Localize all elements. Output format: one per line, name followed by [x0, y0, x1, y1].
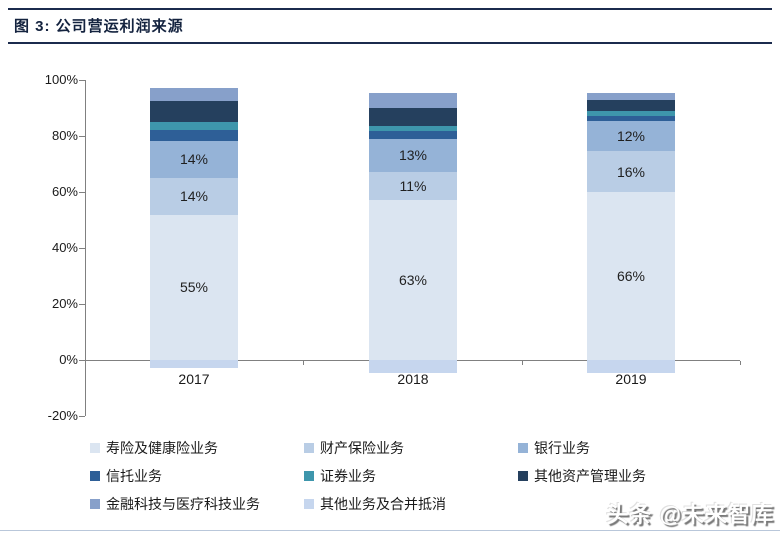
legend-label: 寿险及健康险业务: [106, 440, 218, 456]
bottom-rule: [0, 530, 780, 531]
legend-item-s2: 银行业务: [518, 438, 710, 458]
stacked-bar-chart: 100% 80% 60% 40% 20% 0% -20% 55% 14% 14% 2017 63% 11…: [44, 72, 741, 423]
legend-item-s1: 财产保险业务: [304, 438, 518, 458]
legend-item-s3: 信托业务: [90, 466, 304, 486]
bar-segment-2017-s0: [150, 214, 238, 360]
x-axis-category-label: 2019: [615, 371, 647, 387]
bar-segment-2018-s2: [369, 138, 457, 172]
legend-item-s0: 寿险及健康险业务: [90, 438, 304, 458]
bar-segment-2017-s5: [150, 101, 238, 123]
y-axis-tick: [79, 136, 85, 137]
y-axis-tick: [79, 304, 85, 305]
legend-swatch: [518, 471, 528, 481]
legend-label: 银行业务: [534, 440, 590, 456]
bar-segment-2019-s2: [587, 120, 675, 152]
bar-segment-2019-s4: [587, 110, 675, 116]
y-axis-line: [85, 80, 86, 416]
legend-label: 证券业务: [320, 468, 376, 484]
y-axis-tick: [79, 416, 85, 417]
figure-title: 图 3: 公司营运利润来源: [14, 18, 184, 35]
legend-label: 金融科技与医疗科技业务: [106, 496, 260, 512]
bar-segment-2017-s1: [150, 177, 238, 215]
bar-segment-2018-s0: [369, 199, 457, 360]
bar-data-label: 13%: [398, 147, 428, 164]
y-axis-tick-label: 100%: [44, 72, 78, 87]
y-axis-tick: [79, 248, 85, 249]
y-axis-tick-label: 80%: [51, 128, 78, 143]
bar-segment-2018-s4: [369, 125, 457, 131]
y-axis-tick-label: 20%: [51, 296, 78, 311]
legend-label: 其他资产管理业务: [534, 468, 646, 484]
bar-segment-2018-s6: [369, 92, 457, 108]
bar-segment-2019-s0: [587, 192, 675, 360]
bar-data-label: 16%: [616, 163, 646, 180]
x-axis-category-label: 2018: [397, 371, 429, 387]
bar-segment-2017-s7: [150, 360, 238, 368]
legend-swatch: [90, 443, 100, 453]
bar-data-label: 14%: [179, 151, 209, 168]
legend-swatch: [90, 471, 100, 481]
bar-segment-2019-s6: [587, 92, 675, 101]
legend-swatch: [90, 499, 100, 509]
bar-data-label: 63%: [398, 271, 428, 288]
bar-segment-2017-s6: [150, 87, 238, 102]
y-axis-tick: [79, 80, 85, 81]
bar-segment-2018-s1: [369, 171, 457, 200]
bar-segment-2019-s3: [587, 115, 675, 121]
legend-swatch: [518, 443, 528, 453]
bar-data-label: 12%: [616, 128, 646, 144]
bar-segment-2019-s5: [587, 100, 675, 111]
legend-item-s4: 证券业务: [304, 466, 518, 486]
y-axis-tick-label: 40%: [51, 240, 78, 255]
bar-data-label: 11%: [399, 177, 427, 194]
y-axis-tick: [79, 360, 85, 361]
title-bottom-rule: [8, 42, 772, 44]
y-axis-tick-label: 0%: [59, 352, 78, 367]
bar-data-label: 66%: [616, 268, 646, 284]
bar-segment-2018-s7: [369, 360, 457, 373]
legend-label: 其他业务及合并抵消: [320, 496, 446, 512]
x-axis-tick: [303, 361, 305, 365]
legend-swatch: [304, 471, 314, 481]
bar-segment-2018-s3: [369, 130, 457, 139]
y-axis-tick-label: -20%: [47, 408, 78, 423]
x-axis-category-label: 2017: [178, 371, 210, 387]
bar-segment-2017-s2: [150, 140, 238, 178]
legend-item-s6: 金融科技与医疗科技业务: [90, 494, 304, 514]
bar-segment-2019-s7: [587, 360, 675, 373]
bar-segment-2017-s3: [150, 130, 238, 141]
chart-legend: 寿险及健康险业务 财产保险业务 银行业务信托业务 证券业务 其他资产管理业务金融科技与医…: [90, 438, 710, 514]
x-axis-tick: [85, 361, 86, 365]
bar-segment-2019-s1: [587, 151, 675, 192]
legend-item-s7: 其他业务及合并抵消: [304, 494, 518, 514]
legend-swatch: [304, 443, 314, 453]
legend-label: 财产保险业务: [320, 440, 404, 456]
legend-swatch: [304, 499, 314, 509]
x-axis-tick: [521, 361, 523, 365]
y-axis-tick: [79, 192, 85, 193]
bar-data-label: 55%: [179, 279, 209, 296]
legend-item-s5: 其他资产管理业务: [518, 466, 710, 486]
y-axis-tick-label: 60%: [51, 184, 78, 199]
watermark: 头条 @未来智库: [606, 502, 774, 527]
bar-data-label: 14%: [179, 188, 209, 205]
title-top-rule: [8, 8, 772, 10]
bar-segment-2018-s5: [369, 108, 457, 126]
x-axis-tick: [740, 361, 741, 365]
bar-segment-2017-s4: [150, 122, 238, 131]
legend-label: 信托业务: [106, 468, 162, 484]
